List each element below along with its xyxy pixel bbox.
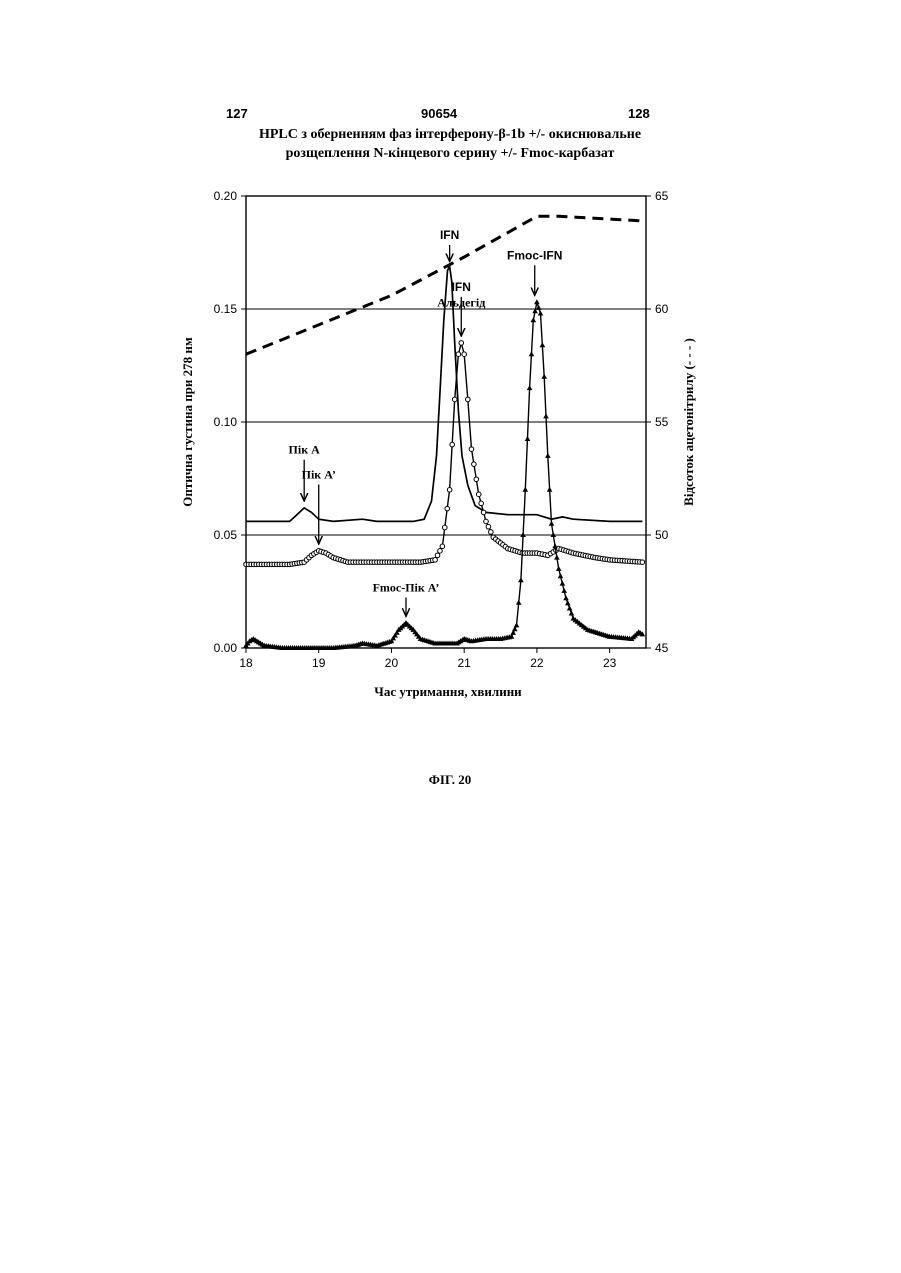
y-tick-label: 0.10 bbox=[214, 415, 238, 429]
data-point bbox=[474, 477, 479, 482]
annotation-label: Пік А’ bbox=[302, 468, 336, 482]
y-tick-label: 0.20 bbox=[214, 189, 238, 203]
data-point bbox=[549, 521, 555, 526]
data-point bbox=[442, 525, 447, 530]
data-point bbox=[433, 558, 438, 563]
y2-tick-label: 65 bbox=[655, 189, 669, 203]
data-point bbox=[456, 352, 461, 357]
annotation-label: Пік А bbox=[289, 443, 321, 457]
data-point bbox=[554, 555, 560, 560]
gridlines bbox=[246, 309, 646, 535]
data-point bbox=[469, 447, 474, 452]
data-point bbox=[640, 560, 645, 565]
data-point bbox=[551, 532, 557, 537]
data-point bbox=[534, 299, 540, 304]
y2-tick-label: 60 bbox=[655, 302, 669, 316]
y-axis-ticks: 0.00 0.05 0.10 0.15 0.20 bbox=[214, 189, 246, 655]
data-point bbox=[545, 453, 551, 458]
annotation-label: IFN bbox=[452, 280, 471, 294]
annotation-label: IFN bbox=[440, 228, 459, 242]
data-point bbox=[561, 588, 567, 593]
y2-tick-label: 45 bbox=[655, 641, 669, 655]
x-tick-label: 21 bbox=[458, 656, 472, 670]
data-point bbox=[520, 532, 526, 537]
data-point bbox=[435, 553, 440, 558]
data-point bbox=[479, 501, 484, 506]
data-point bbox=[462, 352, 467, 357]
x-tick-label: 20 bbox=[385, 656, 399, 670]
data-point bbox=[531, 317, 537, 322]
y-tick-label: 0.00 bbox=[214, 641, 238, 655]
data-point bbox=[529, 351, 535, 356]
annotation-label: Fmoc-IFN bbox=[507, 248, 562, 262]
annotation-label: Fmoc-Пік А’ bbox=[373, 581, 440, 595]
x-tick-label: 22 bbox=[530, 656, 544, 670]
data-point bbox=[438, 549, 443, 554]
y-axis-label: Оптична густина при 278 нм bbox=[180, 337, 195, 507]
data-point bbox=[476, 492, 481, 497]
y-tick-label: 0.15 bbox=[214, 302, 238, 316]
data-point bbox=[452, 397, 457, 402]
data-point bbox=[525, 436, 531, 441]
data-point bbox=[447, 488, 452, 493]
x-tick-label: 19 bbox=[312, 656, 326, 670]
figure-caption: ФІГ. 20 bbox=[400, 772, 500, 788]
data-point bbox=[567, 606, 573, 611]
data-point bbox=[523, 487, 529, 492]
series-layer bbox=[243, 216, 645, 650]
data-point bbox=[558, 573, 564, 578]
data-point bbox=[560, 581, 566, 586]
x-axis-ticks: 18 19 20 21 22 23 bbox=[239, 648, 616, 670]
data-point bbox=[547, 487, 553, 492]
data-point bbox=[543, 413, 549, 418]
y2-tick-label: 50 bbox=[655, 528, 669, 542]
y2-tick-label: 55 bbox=[655, 415, 669, 429]
data-point bbox=[541, 374, 547, 379]
data-point bbox=[489, 530, 494, 535]
annotation-label: Альдегід bbox=[437, 296, 485, 310]
x-axis-label: Час утримання, хвилини bbox=[374, 684, 522, 699]
data-point bbox=[486, 524, 491, 529]
data-point bbox=[538, 311, 544, 316]
data-point bbox=[472, 462, 477, 467]
data-point bbox=[484, 519, 489, 524]
data-point bbox=[440, 544, 445, 549]
data-point bbox=[527, 385, 533, 390]
data-point bbox=[466, 397, 471, 402]
data-point bbox=[552, 543, 558, 548]
data-point bbox=[516, 600, 522, 605]
data-point bbox=[445, 506, 450, 511]
data-point bbox=[540, 342, 546, 347]
data-point bbox=[459, 341, 464, 346]
data-point bbox=[518, 577, 524, 582]
y2-axis-ticks: 45 50 55 60 65 bbox=[646, 189, 669, 655]
data-point bbox=[514, 622, 520, 627]
data-point bbox=[563, 595, 569, 600]
data-point bbox=[481, 510, 486, 515]
data-point bbox=[556, 566, 562, 571]
data-point bbox=[565, 600, 571, 605]
y2-axis-label: Відсоток ацетонітрилу (- - - ) bbox=[681, 338, 696, 506]
y-tick-label: 0.05 bbox=[214, 528, 238, 542]
data-point bbox=[450, 442, 455, 447]
x-tick-label: 18 bbox=[239, 656, 253, 670]
x-tick-label: 23 bbox=[603, 656, 617, 670]
data-point bbox=[569, 611, 575, 616]
